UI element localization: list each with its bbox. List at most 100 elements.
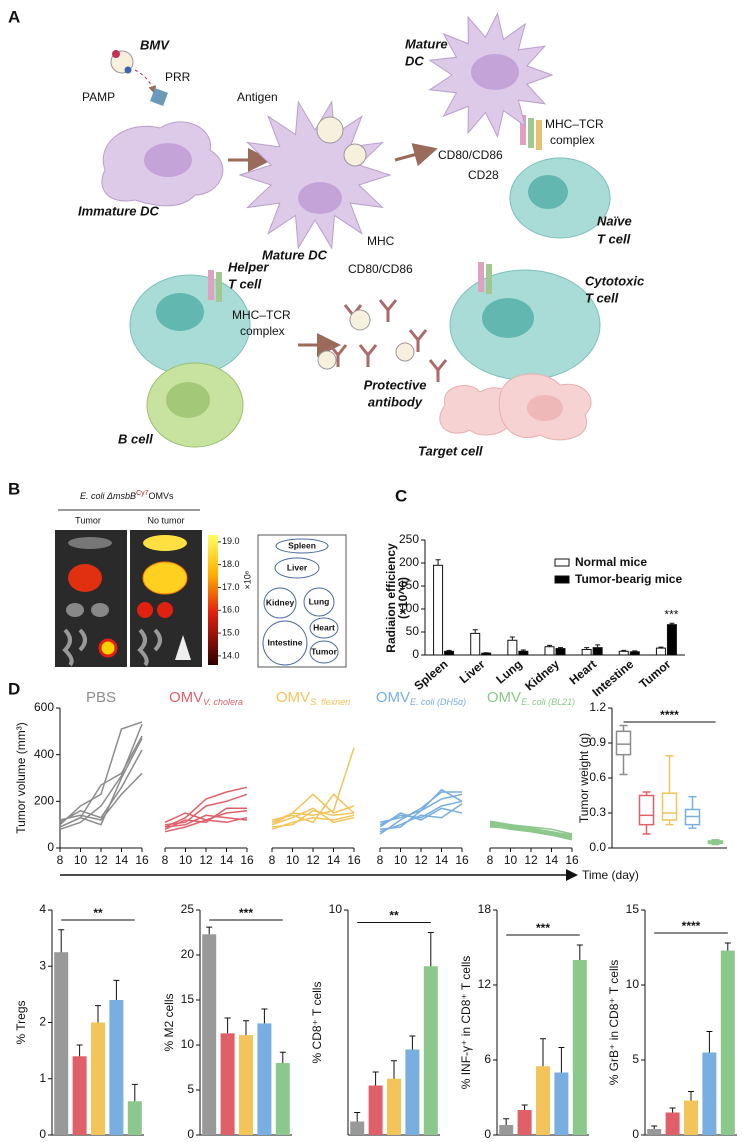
- y-tick-label: 18: [478, 902, 492, 916]
- y-tick-label: 25: [181, 902, 195, 916]
- y-tick-label: 150: [399, 578, 419, 592]
- y-tick-label: 4: [39, 902, 46, 916]
- organ-label: Lung: [309, 596, 330, 606]
- organ-image: [68, 564, 102, 592]
- y-axis-label: % INF-γ⁺ in CD8⁺ T cells: [459, 956, 473, 1090]
- x-tick-label: 12: [306, 853, 320, 867]
- x-tick-label: 14: [115, 853, 129, 867]
- bar: [647, 1129, 662, 1135]
- panel-title: OMVV. cholera: [169, 689, 243, 707]
- line: [379, 803, 463, 833]
- error-bar: [76, 1044, 83, 1057]
- organ-outline: [274, 557, 320, 579]
- colorbar-tick-label: 17.0: [222, 582, 240, 592]
- label: complex: [550, 133, 595, 147]
- x-tick-label: 14: [435, 853, 449, 867]
- label: Mature DC: [262, 247, 328, 262]
- vesicle: [316, 116, 344, 144]
- organ-label: Kidney: [266, 597, 295, 607]
- x-tick-label: Tumor: [636, 657, 673, 691]
- label: CD80/CD86: [348, 262, 413, 276]
- significance-label: ****: [660, 708, 679, 722]
- y-tick-label: 0: [39, 1127, 46, 1141]
- line: [164, 814, 248, 828]
- error-bar: [509, 636, 515, 641]
- x-tick-label: Kidney: [522, 657, 562, 694]
- bar: [127, 1101, 142, 1135]
- error-bar: [521, 1104, 528, 1110]
- x-tick-label: 12: [199, 853, 213, 867]
- nucleus: [471, 54, 519, 90]
- error-bar: [576, 944, 583, 960]
- label: MHC: [367, 234, 395, 248]
- colorbar: [208, 535, 218, 665]
- x-tick-label: 10: [394, 853, 408, 867]
- x-tick-label: 8: [487, 853, 494, 867]
- line: [164, 786, 248, 828]
- colorbar-unit: ×10⁶: [242, 570, 252, 589]
- organ-label: Intestine: [268, 637, 303, 647]
- x-tick-label: Heart: [567, 657, 600, 687]
- x-tick-label: 8: [57, 853, 64, 867]
- line: [59, 772, 143, 821]
- error-bar: [621, 649, 627, 652]
- bar: [720, 950, 735, 1135]
- nucleus: [528, 175, 568, 209]
- line: [379, 807, 463, 828]
- error-bar: [206, 926, 213, 935]
- error-bar: [391, 1060, 397, 1079]
- y-tick-label: 15: [181, 992, 195, 1006]
- significance-label: **: [93, 906, 103, 920]
- panel-title: OMVE. coli (BL21): [487, 689, 575, 707]
- y-tick-label: 20: [181, 947, 195, 961]
- line: [59, 749, 143, 823]
- bar: [665, 1112, 680, 1135]
- error-bar: [632, 650, 638, 652]
- x-tick-label: 16: [347, 853, 361, 867]
- bar: [499, 1125, 514, 1135]
- diagram-shapes: [55, 12, 611, 881]
- x-tick-label: Spleen: [411, 657, 450, 693]
- error-bar: [435, 559, 441, 566]
- title-sub: E. coli (BL21): [521, 697, 575, 707]
- panel-title: OMVS. flexneri: [276, 689, 351, 707]
- error-bar: [540, 1038, 546, 1067]
- nucleus: [482, 298, 534, 338]
- column-label: No tumor: [147, 515, 184, 525]
- title-main: OMV: [487, 689, 521, 706]
- vesicle: [343, 143, 367, 167]
- y-axis-label: % Tregs: [14, 1000, 28, 1044]
- y-axis-label: Radiaion efficiency: [384, 543, 398, 653]
- label: Immature DC: [78, 203, 160, 218]
- bar: [72, 1056, 87, 1135]
- error-bar: [706, 1031, 713, 1053]
- bar: [666, 624, 677, 656]
- bar: [554, 1072, 569, 1135]
- x-tick-label: Intestine: [589, 657, 636, 700]
- y-tick-label: 5: [632, 1052, 639, 1066]
- y-tick-label: 1: [39, 1071, 46, 1085]
- organ-image: [142, 561, 188, 595]
- colorbar-tick-label: 19.0: [222, 536, 240, 546]
- y-tick-label: 600: [34, 700, 54, 714]
- error-bar: [658, 646, 664, 649]
- label: CD28: [468, 168, 499, 182]
- panel-label: B: [8, 479, 20, 498]
- legend-label: Normal mice: [575, 555, 647, 569]
- colorbar-tick-label: 15.0: [222, 627, 240, 637]
- bar: [629, 651, 640, 656]
- box: [638, 794, 655, 826]
- colorbar-tick-label: 18.0: [222, 559, 240, 569]
- y-axis-label: % CD8⁺ T cells: [310, 982, 324, 1064]
- label: antibody: [368, 394, 423, 409]
- bar: [702, 1052, 717, 1135]
- error-bar: [595, 644, 601, 648]
- bmv-vesicles: [317, 309, 415, 370]
- y-axis-label: Tumor volume (mm³): [14, 722, 28, 834]
- bar: [350, 1121, 365, 1135]
- legend-label: Tumor-bearig mice: [575, 572, 682, 586]
- label: Mature: [405, 36, 448, 51]
- bar: [275, 1063, 290, 1135]
- y-tick-label: 0: [412, 647, 419, 661]
- error-bar: [503, 1118, 510, 1125]
